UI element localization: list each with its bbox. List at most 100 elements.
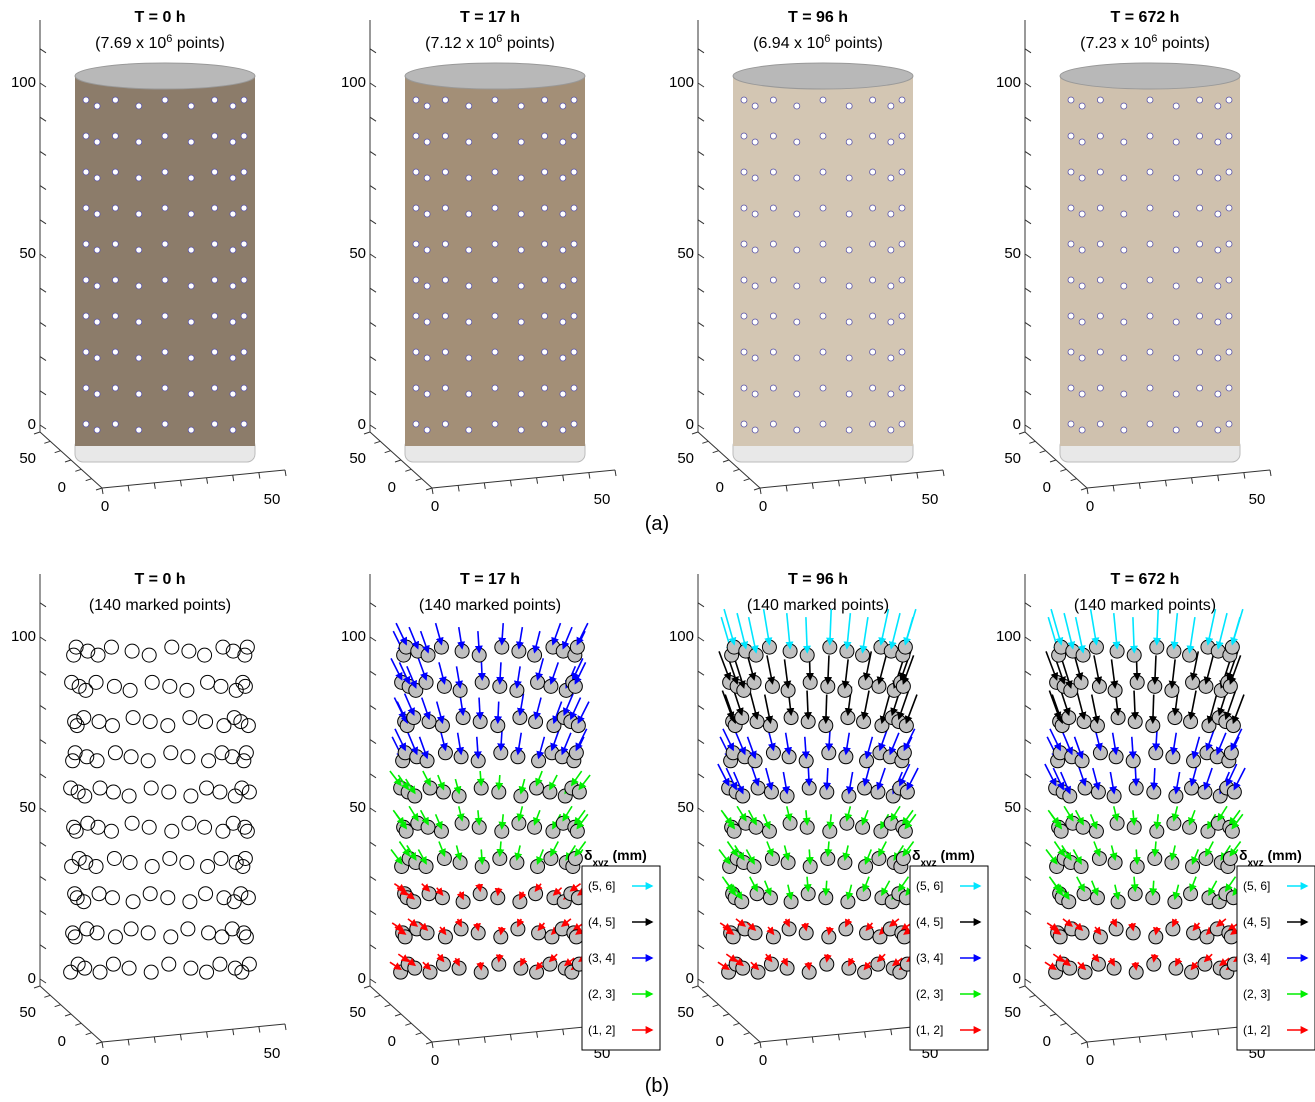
- tick: [1024, 910, 1032, 916]
- displacement-arrow: [803, 876, 812, 893]
- tick: [95, 1041, 103, 1045]
- marker-dot: [898, 348, 906, 356]
- marker-dot: [845, 246, 853, 254]
- displacement-arrow: [1090, 880, 1099, 897]
- displacement-arrow: [422, 961, 432, 971]
- marked-point: [735, 960, 751, 976]
- marked-point: [201, 925, 217, 941]
- marked-point: [183, 788, 199, 804]
- marked-point: [143, 964, 159, 980]
- marker-dot: [441, 348, 449, 356]
- marker-dot: [187, 426, 195, 434]
- marker-dot: [541, 96, 549, 104]
- tick: [614, 469, 617, 477]
- floor-tick-label: 0: [101, 1052, 109, 1069]
- tick: [1138, 482, 1141, 489]
- marked-point: [161, 956, 177, 972]
- displacement-arrow: [1049, 926, 1062, 935]
- marker-dot: [111, 420, 119, 428]
- tick: [1024, 670, 1032, 676]
- marker-dot: [82, 96, 90, 104]
- marked-point: [1090, 956, 1106, 972]
- tick: [1024, 219, 1032, 225]
- tick: [1164, 480, 1167, 487]
- marker-dot: [135, 246, 143, 254]
- displacement-arrow: [1128, 736, 1137, 760]
- displacement-arrow: [422, 770, 431, 787]
- displacement-arrow: [864, 736, 874, 760]
- marked-point: [63, 964, 79, 980]
- marker-dot: [869, 420, 877, 428]
- marker-dot: [491, 240, 499, 248]
- displacement-arrow: [1215, 732, 1227, 756]
- marker-dot: [211, 420, 219, 428]
- marker-dot: [441, 168, 449, 176]
- displacement-arrow: [1061, 659, 1073, 689]
- marked-point: [418, 858, 434, 874]
- marked-point: [1222, 850, 1238, 866]
- marked-point: [143, 780, 159, 796]
- marker-dot: [441, 420, 449, 428]
- marker-dot: [93, 102, 101, 110]
- displacement-arrow: [766, 926, 775, 936]
- z-tick-label: 100: [11, 628, 36, 645]
- floor-tick-label: 50: [264, 491, 281, 508]
- displacement-arrow: [1073, 736, 1084, 760]
- z-tick-label: 0: [1013, 416, 1021, 433]
- displacement-arrow: [888, 612, 901, 650]
- tick: [697, 602, 705, 608]
- legend-symbol: δ: [912, 847, 921, 863]
- tick: [483, 1036, 486, 1043]
- marked-point: [67, 886, 83, 902]
- displacement-arrow: [549, 774, 558, 791]
- tick: [691, 985, 699, 989]
- marker-dot: [751, 426, 759, 434]
- tick: [85, 1032, 92, 1036]
- marker-dot: [441, 312, 449, 320]
- marker-dot: [229, 138, 237, 146]
- marker-dot: [82, 168, 90, 176]
- displacement-arrow: [804, 962, 813, 971]
- marker-dot: [1146, 348, 1154, 356]
- marked-point: [92, 964, 108, 980]
- displacement-arrow: [845, 918, 853, 928]
- count: points): [1157, 35, 1209, 52]
- displacement-arrow: [865, 922, 874, 932]
- marked-point: [66, 819, 82, 835]
- marker-dot: [1196, 348, 1204, 356]
- displacement-arrow: [823, 954, 832, 963]
- marker-dot: [1078, 426, 1086, 434]
- marked-point: [179, 854, 195, 870]
- displacement-arrow: [520, 957, 528, 967]
- marked-point: [569, 639, 585, 655]
- marker-dot: [161, 312, 169, 320]
- tick: [39, 287, 47, 293]
- marker-dot: [1120, 138, 1128, 146]
- marker-dot: [1214, 282, 1222, 290]
- marked-point: [105, 956, 121, 972]
- displacement-arrow: [476, 962, 485, 971]
- marker-dot: [559, 102, 567, 110]
- tick: [405, 1022, 412, 1026]
- marker-dot: [211, 312, 219, 320]
- displacement-arrow: [1109, 771, 1117, 795]
- displacement-arrow: [535, 961, 544, 971]
- marked-point: [67, 745, 83, 761]
- marker-dot: [845, 318, 853, 326]
- floor-tick-label: 50: [19, 450, 36, 467]
- axes: 100 50 0 50 0 0 50: [669, 20, 945, 515]
- marked-point: [779, 960, 795, 976]
- marked-point: [453, 921, 469, 937]
- marked-point: [163, 929, 179, 945]
- tick: [431, 1041, 434, 1049]
- displacement-arrow: [1173, 771, 1181, 795]
- displacement-arrow: [783, 659, 792, 689]
- displacement-arrow: [848, 957, 856, 967]
- marker-dot: [135, 318, 143, 326]
- displacement-arrow: [1091, 953, 1100, 963]
- displacement-arrow: [473, 922, 481, 932]
- tick: [759, 1041, 762, 1049]
- marked-point: [451, 960, 467, 976]
- z-tick-label: 100: [996, 74, 1021, 91]
- panel-title: T = 96 h: [788, 9, 848, 26]
